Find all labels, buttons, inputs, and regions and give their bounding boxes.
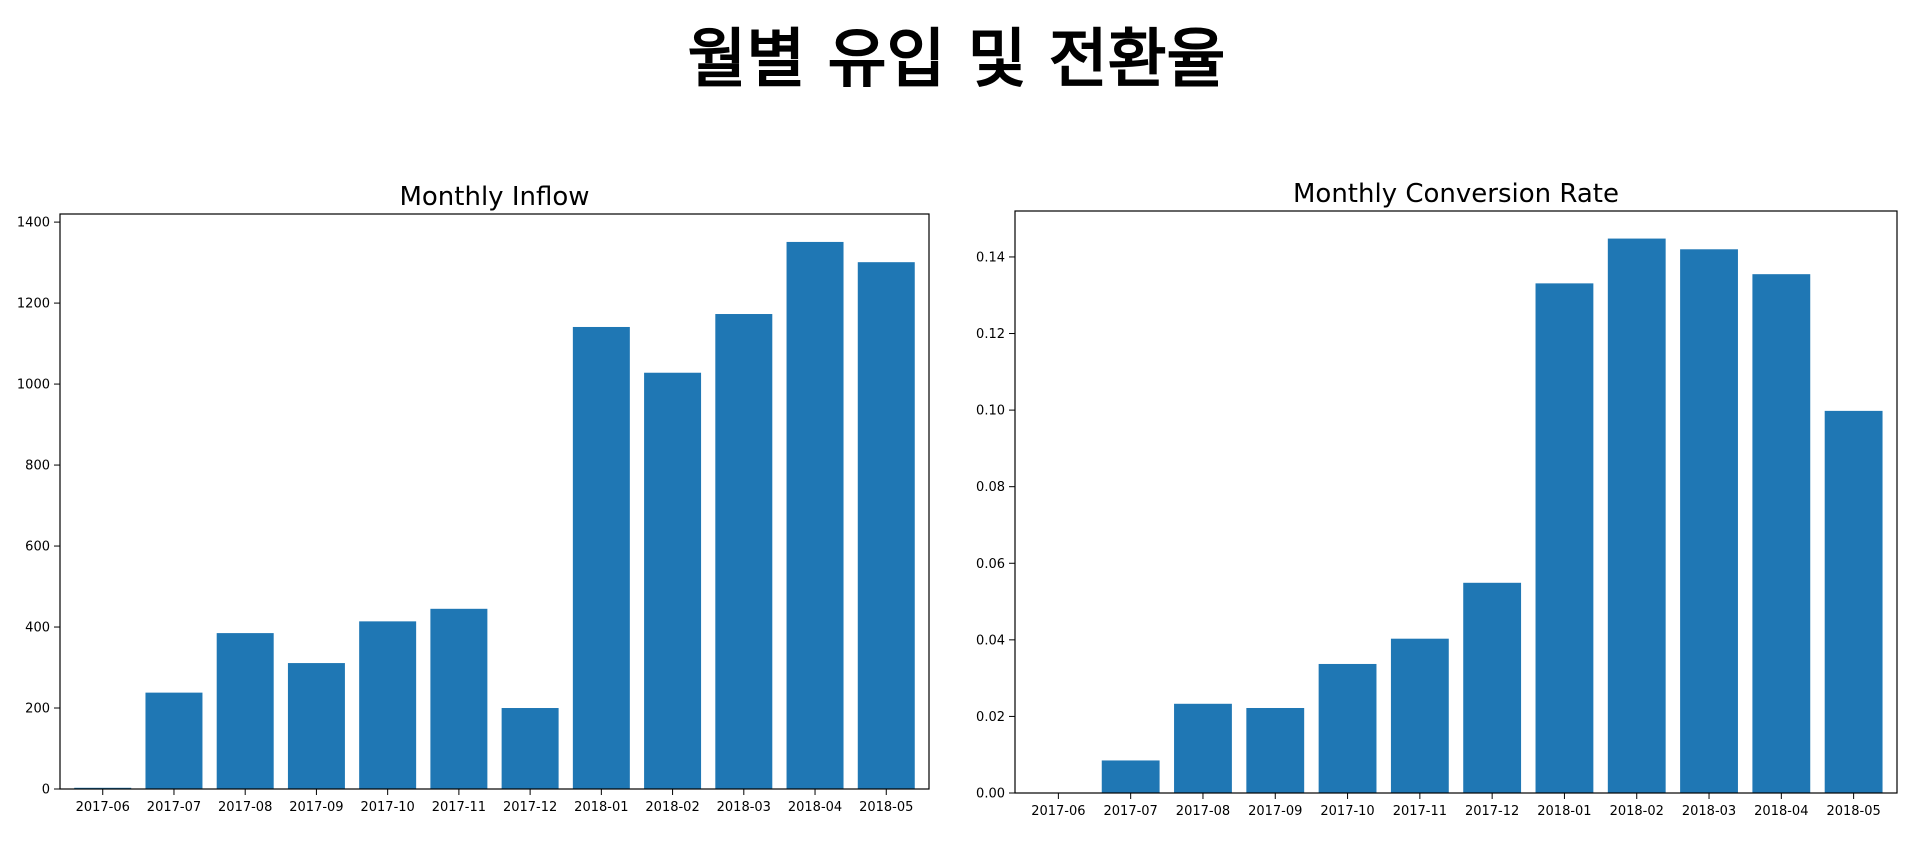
y-tick-label: 0.06 bbox=[976, 557, 1005, 572]
bar bbox=[501, 708, 559, 789]
bar bbox=[1535, 283, 1594, 793]
y-tick-label: 1000 bbox=[17, 378, 50, 393]
x-tick-label: 2018-04 bbox=[788, 800, 842, 815]
y-tick-label: 0.12 bbox=[976, 327, 1005, 342]
x-tick-label: 2017-06 bbox=[1031, 804, 1085, 819]
x-tick-label: 2018-03 bbox=[717, 800, 771, 815]
y-tick-label: 0.14 bbox=[976, 250, 1005, 265]
x-tick-label: 2017-08 bbox=[1176, 804, 1230, 819]
y-tick-label: 0.00 bbox=[976, 787, 1005, 802]
x-tick-label: 2017-08 bbox=[218, 800, 272, 815]
y-tick-label: 0.08 bbox=[976, 480, 1005, 495]
bar bbox=[74, 787, 132, 789]
x-tick-label: 2017-07 bbox=[147, 800, 201, 815]
x-tick-label: 2017-12 bbox=[1465, 804, 1519, 819]
bar bbox=[786, 241, 844, 790]
y-tick-label: 200 bbox=[25, 702, 50, 717]
x-tick-label: 2018-01 bbox=[574, 800, 628, 815]
figure-title: 월별 유입 및 전환율 bbox=[687, 23, 1226, 97]
bar bbox=[1680, 249, 1738, 793]
chart-title: Monthly Conversion Rate bbox=[1293, 179, 1619, 209]
bar bbox=[1246, 707, 1305, 793]
x-tick-label: 2017-10 bbox=[1320, 804, 1374, 819]
y-tick-label: 0.04 bbox=[976, 633, 1005, 648]
chart-title: Monthly Inflow bbox=[399, 182, 589, 212]
x-tick-label: 2017-09 bbox=[1248, 804, 1302, 819]
y-tick-label: 800 bbox=[25, 459, 50, 474]
bar bbox=[857, 262, 915, 789]
x-tick-label: 2018-04 bbox=[1754, 804, 1808, 819]
x-tick-label: 2018-03 bbox=[1682, 804, 1736, 819]
bar bbox=[715, 314, 773, 789]
bar bbox=[1607, 238, 1666, 793]
y-tick-label: 400 bbox=[25, 621, 50, 636]
plot-frame bbox=[59, 213, 930, 790]
x-tick-label: 2017-09 bbox=[289, 800, 343, 815]
y-tick-label: 0.02 bbox=[976, 710, 1005, 725]
bar bbox=[1174, 703, 1232, 793]
x-tick-label: 2017-06 bbox=[76, 800, 130, 815]
y-tick-label: 600 bbox=[25, 540, 50, 555]
bar bbox=[572, 326, 630, 789]
y-tick-label: 1400 bbox=[17, 216, 50, 231]
y-tick-label: 0.10 bbox=[976, 404, 1005, 419]
x-tick-label: 2018-02 bbox=[645, 800, 699, 815]
bar bbox=[1390, 638, 1449, 793]
x-tick-label: 2017-11 bbox=[1393, 804, 1447, 819]
y-tick-label: 0 bbox=[42, 783, 50, 798]
x-tick-label: 2017-07 bbox=[1104, 804, 1158, 819]
x-tick-label: 2017-11 bbox=[432, 800, 486, 815]
x-tick-label: 2018-05 bbox=[1826, 804, 1880, 819]
bar bbox=[1463, 582, 1522, 793]
plot-frame bbox=[1014, 210, 1898, 794]
bar bbox=[430, 608, 488, 789]
bar bbox=[1824, 410, 1883, 793]
bar bbox=[1101, 760, 1160, 793]
bar bbox=[644, 372, 702, 789]
x-tick-label: 2018-01 bbox=[1537, 804, 1591, 819]
x-tick-label: 2018-02 bbox=[1610, 804, 1664, 819]
bar bbox=[359, 621, 417, 789]
bar bbox=[287, 663, 345, 789]
bar bbox=[1318, 663, 1377, 793]
x-tick-label: 2017-12 bbox=[503, 800, 557, 815]
bar bbox=[216, 633, 274, 789]
bar bbox=[1752, 274, 1811, 794]
bar bbox=[145, 692, 203, 789]
y-tick-label: 1200 bbox=[17, 297, 50, 312]
x-tick-label: 2017-10 bbox=[360, 800, 414, 815]
x-tick-label: 2018-05 bbox=[859, 800, 913, 815]
